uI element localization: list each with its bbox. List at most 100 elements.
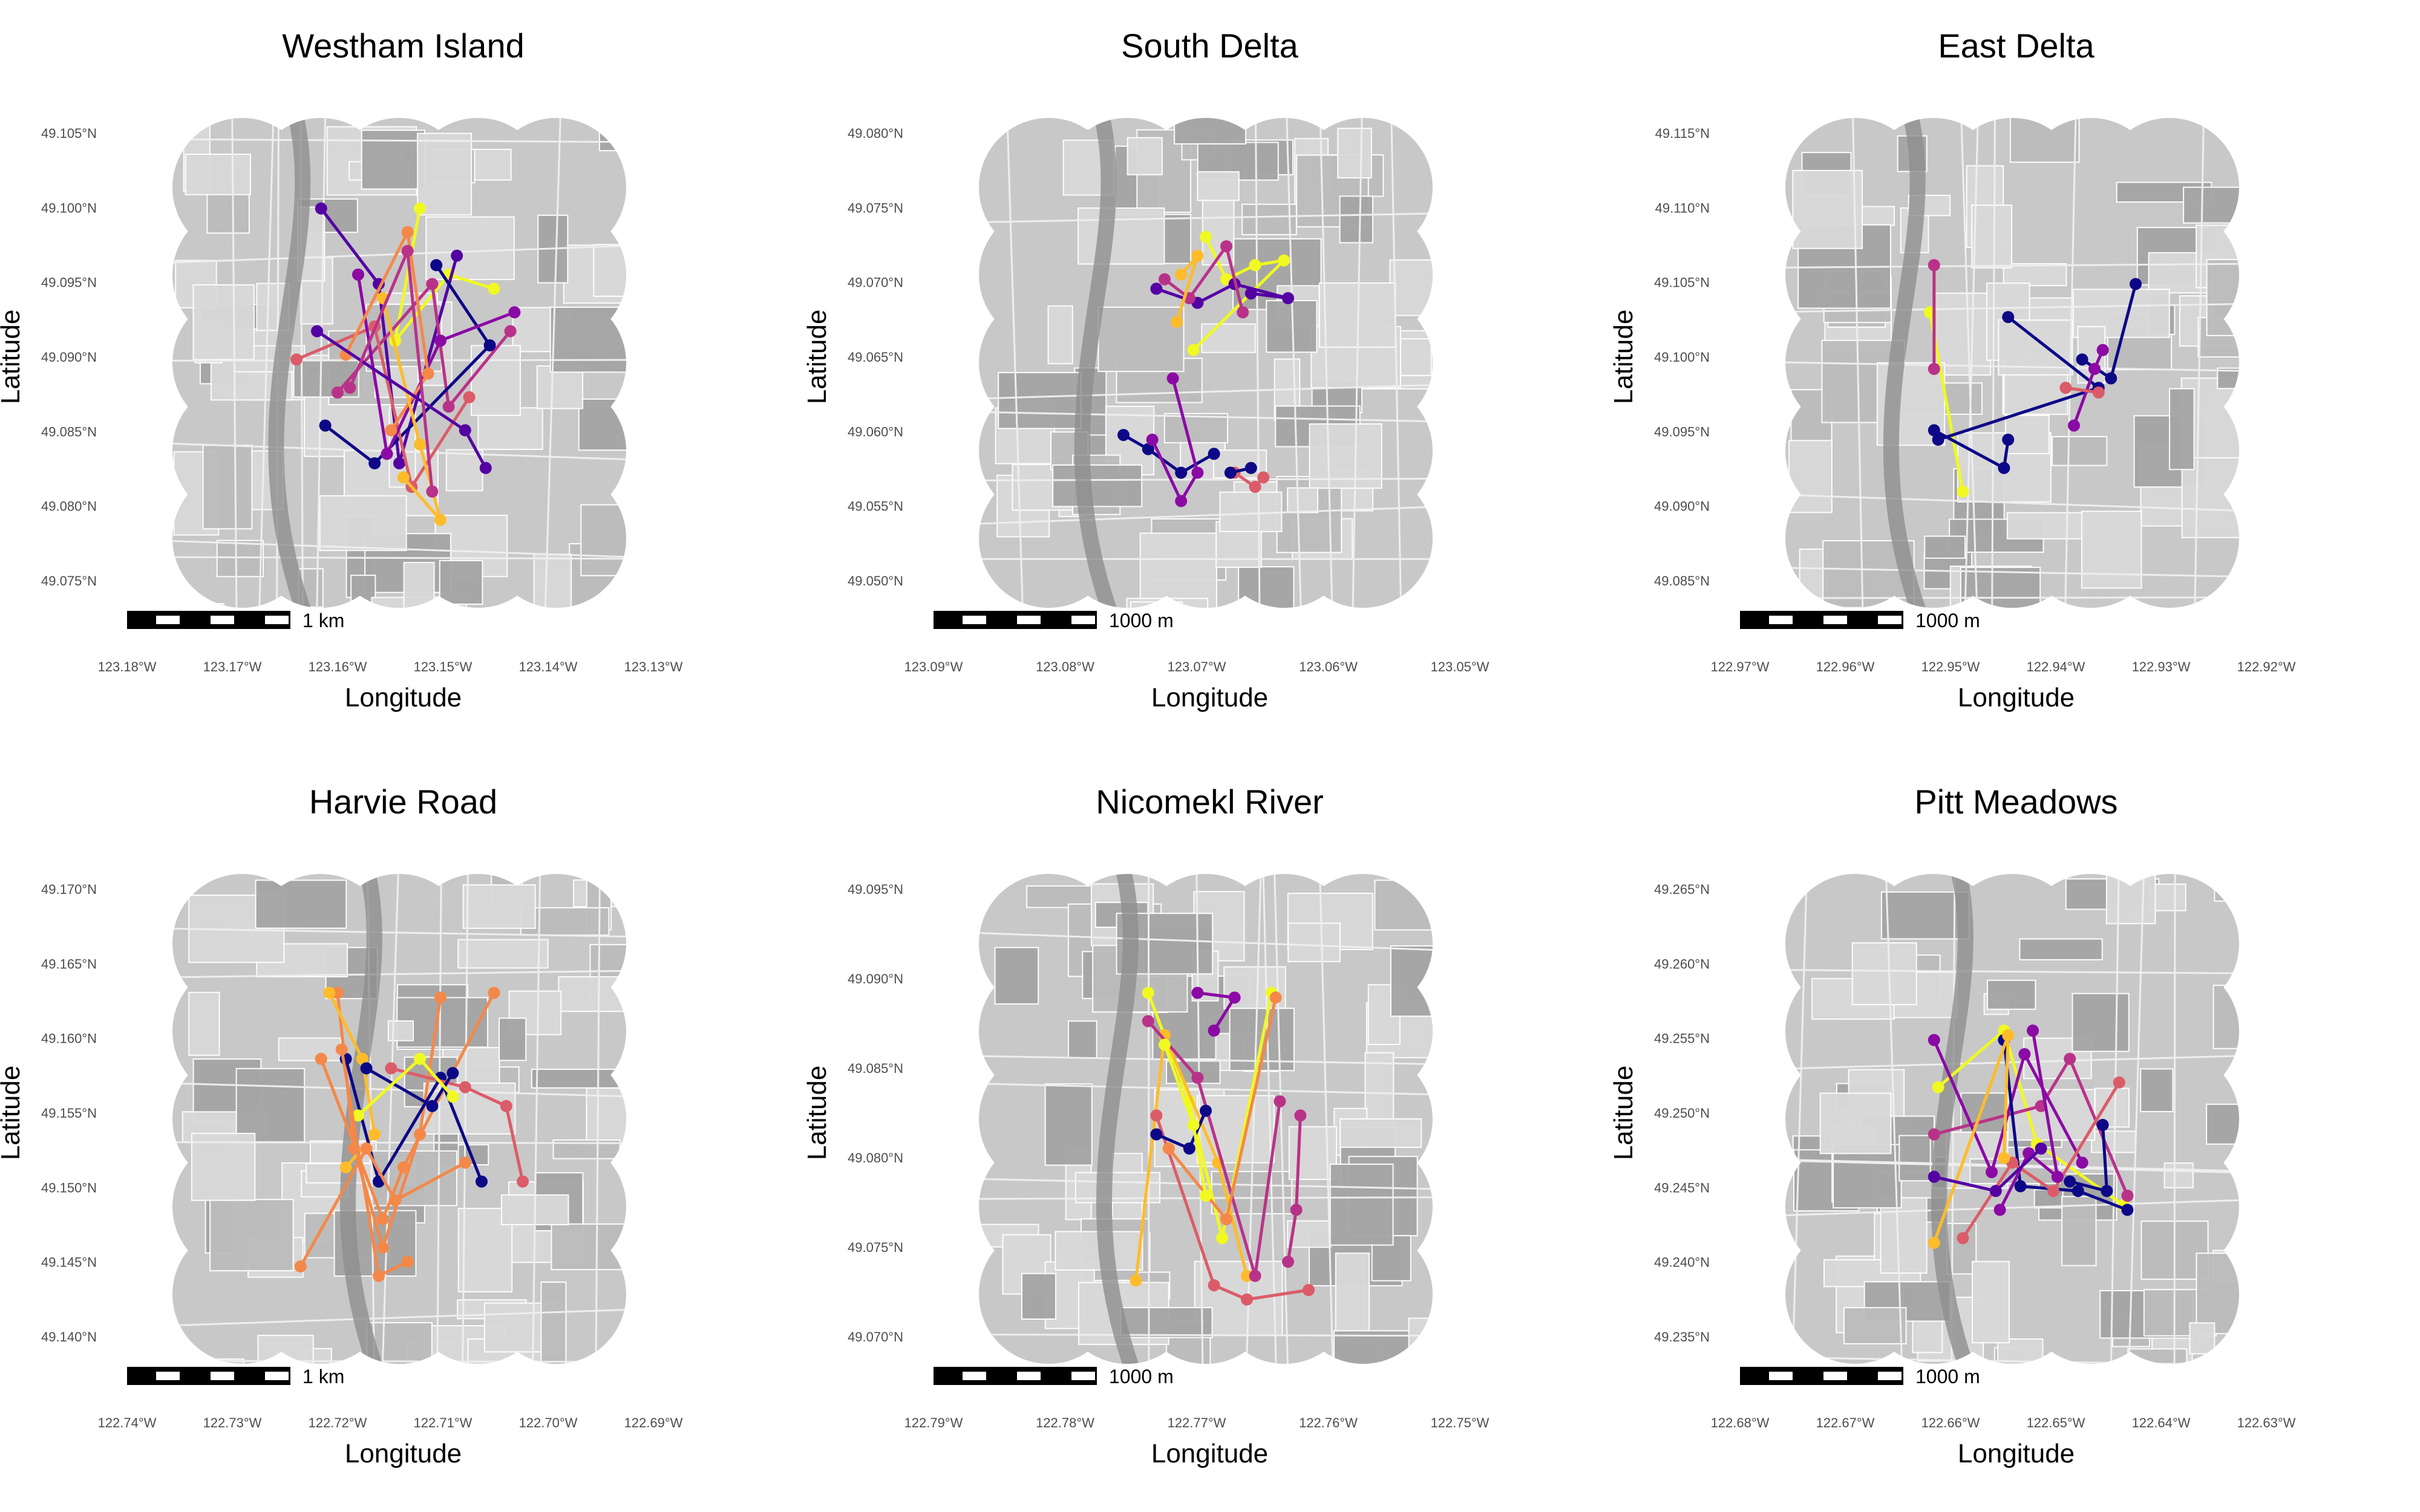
track-point <box>1244 287 1257 300</box>
track-point <box>1249 481 1261 493</box>
lat-tick-label: 49.260°N <box>1654 956 1710 971</box>
lat-tick-label: 49.070°N <box>848 275 903 290</box>
panel-title: South Delta <box>1121 27 1298 65</box>
track-point <box>2130 278 2142 290</box>
lat-tick-label: 49.165°N <box>41 956 97 971</box>
lon-tick-label: 122.93°W <box>2132 659 2191 674</box>
track-point <box>1998 461 2010 474</box>
track-point <box>517 1175 529 1188</box>
lon-tick-label: 122.96°W <box>1816 659 1875 674</box>
track-point <box>426 485 439 498</box>
lon-tick-label: 123.18°W <box>98 659 157 674</box>
track-point <box>1957 485 1969 498</box>
panel-title: Pitt Meadows <box>1914 783 2118 821</box>
x-axis-label: Longitude <box>1958 1439 2075 1468</box>
lon-tick-label: 122.75°W <box>1431 1415 1490 1430</box>
track-point <box>2035 1142 2047 1155</box>
track-point <box>2064 1052 2076 1065</box>
tracks-layer <box>1928 1025 2134 1249</box>
scale-bar: 1000 m <box>934 1366 1174 1387</box>
track-point <box>376 1213 389 1225</box>
lon-tick-label: 122.63°W <box>2237 1415 2296 1430</box>
track-point <box>422 367 434 380</box>
track-point <box>385 424 397 437</box>
basemap <box>172 874 626 1364</box>
lat-tick-label: 49.080°N <box>848 126 903 141</box>
track-point <box>459 424 471 437</box>
track-line <box>324 264 492 466</box>
panel-title: Harvie Road <box>309 783 497 821</box>
lat-tick-label: 49.070°N <box>848 1329 903 1344</box>
track-point <box>1257 471 1270 484</box>
track-point <box>397 1161 410 1174</box>
track-point <box>451 249 463 262</box>
lat-tick-label: 49.105°N <box>41 126 97 141</box>
basemap <box>979 118 1433 608</box>
scale-bar-label: 1000 m <box>1109 1366 1174 1387</box>
tracks-layer <box>294 986 529 1282</box>
track-point <box>393 457 405 469</box>
lon-tick-label: 122.97°W <box>1711 659 1770 674</box>
track-point <box>360 1062 373 1075</box>
track-point <box>1191 986 1204 999</box>
track-point <box>1269 991 1282 1004</box>
lat-tick-label: 49.145°N <box>41 1255 97 1270</box>
track-point <box>2096 1119 2109 1131</box>
track-point <box>2076 353 2088 366</box>
x-axis-label: Longitude <box>345 683 462 712</box>
lon-tick-label: 122.65°W <box>2027 1415 2085 1430</box>
track-line <box>1998 1030 2060 1211</box>
lon-tick-label: 123.13°W <box>624 659 683 674</box>
track-point <box>1237 306 1249 319</box>
map-panel: Pitt Meadows 49.265°N 49.260°N 49.255°N 49.2… <box>1613 756 2419 1512</box>
track-point <box>1142 1015 1154 1028</box>
lon-tick-label: 123.05°W <box>1431 659 1490 674</box>
track-point <box>459 1081 471 1093</box>
lon-tick-label: 122.69°W <box>624 1415 683 1430</box>
lat-tick-label: 49.075°N <box>41 573 97 588</box>
track-point <box>1200 1104 1212 1117</box>
track-line <box>328 992 376 1168</box>
track-point <box>500 1100 512 1112</box>
lon-tick-label: 122.68°W <box>1711 1415 1770 1430</box>
track-point <box>1200 230 1212 243</box>
track-point <box>1159 273 1171 285</box>
x-axis-label: Longitude <box>345 1439 462 1468</box>
track-point <box>426 278 439 290</box>
track-point <box>1228 991 1241 1004</box>
track-point <box>2105 372 2118 385</box>
track-point <box>344 382 356 394</box>
lon-tick-label: 122.77°W <box>1168 1415 1226 1430</box>
lat-tick-label: 49.085°N <box>1654 573 1710 588</box>
track-point <box>479 461 492 474</box>
track-point <box>1166 372 1179 385</box>
track-point <box>2068 419 2080 432</box>
track-line <box>1122 434 1215 475</box>
y-axis-label: Latitude <box>806 1066 832 1161</box>
lat-tick-label: 49.150°N <box>41 1180 97 1195</box>
lat-tick-label: 49.065°N <box>848 350 903 365</box>
lat-tick-label: 49.075°N <box>848 200 903 215</box>
lon-tick-label: 123.15°W <box>414 659 473 674</box>
track-point <box>459 1156 471 1169</box>
track-point <box>2121 1204 2134 1216</box>
track-point <box>1159 1038 1171 1051</box>
track-point <box>397 471 410 484</box>
scale-bar-label: 1 km <box>302 1366 344 1387</box>
lon-tick-label: 123.17°W <box>203 659 262 674</box>
track-point <box>1208 448 1220 460</box>
lat-tick-label: 49.100°N <box>1654 350 1710 365</box>
scale-bar-label: 1000 m <box>1915 1366 1980 1387</box>
lat-tick-label: 49.085°N <box>41 424 97 439</box>
track-line <box>1155 1115 1309 1302</box>
lon-tick-label: 122.78°W <box>1036 1415 1094 1430</box>
lon-tick-label: 122.71°W <box>414 1415 473 1430</box>
lon-tick-label: 123.09°W <box>904 659 963 674</box>
track-line <box>299 1145 466 1268</box>
track-point <box>446 1067 459 1080</box>
track-point <box>1282 1256 1294 1268</box>
track-point <box>1928 363 1940 375</box>
lon-tick-label: 123.14°W <box>519 659 578 674</box>
map-panel-svg: Pitt Meadows 49.265°N 49.260°N 49.255°N 49.2… <box>1613 783 2296 1468</box>
track-point <box>1130 1274 1142 1287</box>
